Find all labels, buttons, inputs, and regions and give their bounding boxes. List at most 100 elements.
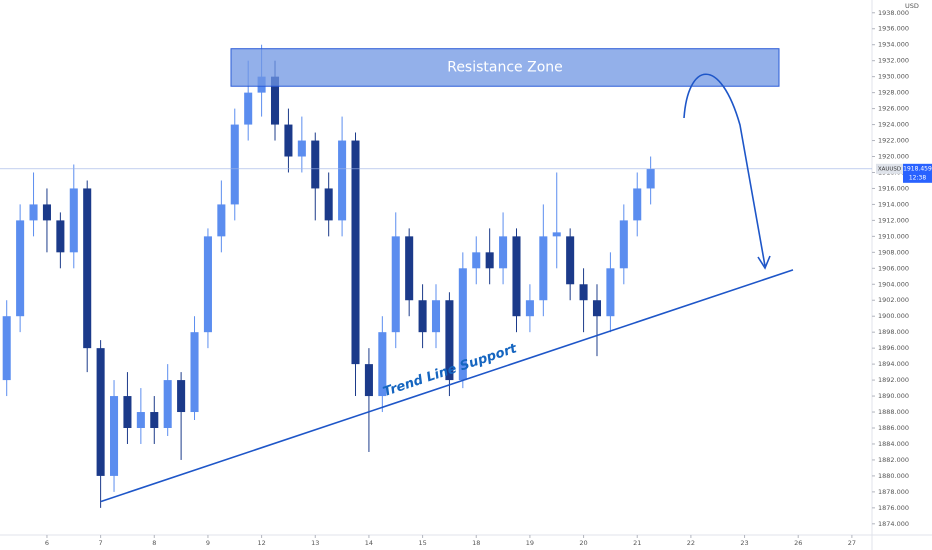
candle-body [96, 348, 105, 476]
candle-body [150, 412, 159, 428]
candle-body [378, 332, 387, 397]
y-tick-label: 1882.000 [878, 456, 909, 464]
currency-label: USD [905, 2, 919, 10]
annotations [683, 73, 771, 270]
resistance-label: Resistance Zone [447, 59, 563, 75]
candle-body [405, 236, 414, 301]
price-box [903, 163, 932, 183]
x-tick-label: 8 [152, 539, 156, 547]
candle-body [284, 124, 293, 157]
candle-body [217, 204, 226, 237]
x-tick-label: 13 [311, 539, 319, 547]
y-tick-label: 1908.000 [878, 248, 909, 256]
candle-body [485, 252, 494, 269]
candle-body [418, 300, 427, 333]
y-tick-label: 1934.000 [878, 41, 909, 49]
y-tick-label: 1884.000 [878, 440, 909, 448]
candle-body [525, 300, 534, 317]
candle-body [592, 300, 602, 317]
resistance-zone [230, 48, 780, 87]
y-tick-label: 1920.000 [878, 153, 909, 161]
candle-body [123, 396, 132, 428]
candle-body [646, 168, 655, 189]
y-tick-label: 1932.000 [878, 57, 909, 65]
candle-body [297, 140, 306, 157]
x-tick-label: 22 [687, 539, 695, 547]
y-tick-label: 1900.000 [878, 312, 909, 320]
x-tick-label: 20 [579, 539, 587, 547]
y-tick-label: 1926.000 [878, 105, 909, 113]
y-tick-label: 1912.000 [878, 216, 909, 224]
candle-body [579, 284, 588, 301]
x-tick-label: 6 [45, 539, 49, 547]
candle-body [552, 232, 561, 237]
y-tick-label: 1914.000 [878, 200, 909, 208]
candle-body [324, 188, 333, 221]
y-tick-label: 1930.000 [878, 73, 909, 81]
candle-body [566, 236, 575, 285]
candle-body [136, 412, 145, 428]
candle-body [633, 188, 642, 221]
forecast-arrow [683, 73, 766, 267]
arrow-head [757, 255, 771, 270]
y-tick-label: 1888.000 [878, 408, 909, 416]
candle-body [244, 92, 253, 125]
candle-body [177, 380, 186, 413]
candle-body [190, 332, 199, 413]
candle-body [230, 124, 239, 205]
y-tick-label: 1890.000 [878, 392, 909, 400]
candle-body [391, 236, 400, 333]
x-tick-label: 15 [418, 539, 426, 547]
x-tick-label: 23 [740, 539, 748, 547]
symbol-box [876, 163, 903, 174]
x-tick-label: 18 [472, 539, 480, 547]
y-tick-label: 1896.000 [878, 344, 909, 352]
y-tick-label: 1906.000 [878, 264, 909, 272]
y-tick-label: 1928.000 [878, 89, 909, 97]
x-tick-label: 19 [526, 539, 534, 547]
candle-body [539, 236, 548, 301]
symbol-label: XAUUSD [878, 166, 901, 172]
y-tick-label: 1902.000 [878, 296, 909, 304]
candle-body [163, 380, 172, 428]
candle-body [29, 204, 38, 221]
countdown-label: 12:38 [909, 174, 926, 181]
candle-body [351, 140, 360, 365]
candle-body [203, 236, 212, 333]
y-tick-label: 1892.000 [878, 376, 909, 384]
y-tick-label: 1936.000 [878, 25, 909, 33]
y-tick-label: 1876.000 [878, 504, 909, 512]
y-tick-label: 1922.000 [878, 137, 909, 145]
candle-body [606, 268, 615, 317]
candle-body [56, 220, 65, 253]
price-label: 1918.459 [903, 165, 932, 172]
x-tick-label: 9 [206, 539, 210, 547]
y-tick-label: 1924.000 [878, 121, 909, 129]
candle-body [458, 268, 467, 381]
candle-body [2, 316, 11, 381]
candle-body [16, 220, 25, 317]
candles [2, 44, 655, 508]
y-tick-label: 1938.000 [878, 9, 909, 17]
candle-body [364, 364, 373, 397]
candle-body [110, 396, 119, 476]
y-tick-label: 1874.000 [878, 520, 909, 528]
y-tick-label: 1898.000 [878, 328, 909, 336]
support-line [100, 269, 794, 503]
y-tick-label: 1916.000 [878, 184, 909, 192]
candle-body [311, 140, 320, 189]
x-tick-label: 14 [365, 539, 373, 547]
y-tick-label: 1886.000 [878, 424, 909, 432]
candle-body [42, 204, 51, 221]
x-tick-label: 27 [848, 539, 856, 547]
x-tick-label: 12 [257, 539, 265, 547]
candle-body [69, 188, 78, 253]
y-tick-label: 1894.000 [878, 360, 909, 368]
candle-body [499, 236, 508, 269]
candle-body [619, 220, 628, 269]
y-tick-label: 1880.000 [878, 472, 909, 480]
candle-body [270, 76, 280, 125]
x-tick-label: 21 [633, 539, 641, 547]
candle-body [472, 252, 481, 269]
